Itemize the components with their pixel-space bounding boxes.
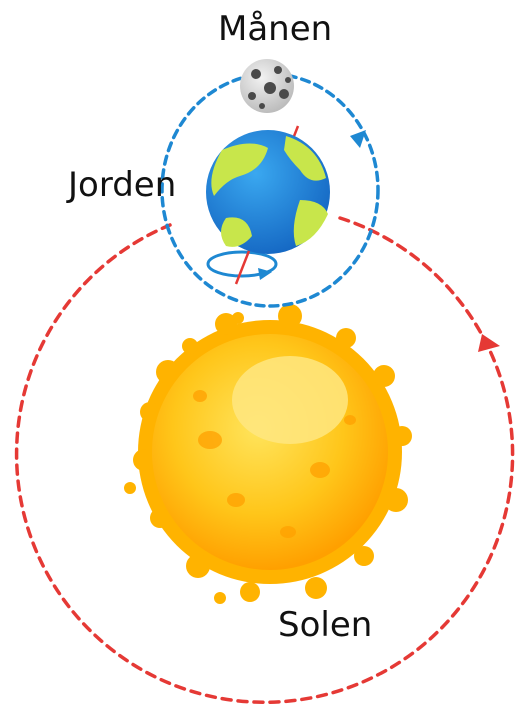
sun-label: Solen xyxy=(278,605,373,645)
earth-icon xyxy=(206,125,330,285)
moon-orbit-arrow-icon xyxy=(350,130,366,148)
earth-orbit-arrow-icon xyxy=(478,334,500,352)
earth-label: Jorden xyxy=(68,165,177,205)
moon-icon xyxy=(240,59,294,113)
earth-orbit xyxy=(14,216,515,704)
moon-label: Månen xyxy=(218,9,333,49)
sun-icon xyxy=(124,304,412,604)
